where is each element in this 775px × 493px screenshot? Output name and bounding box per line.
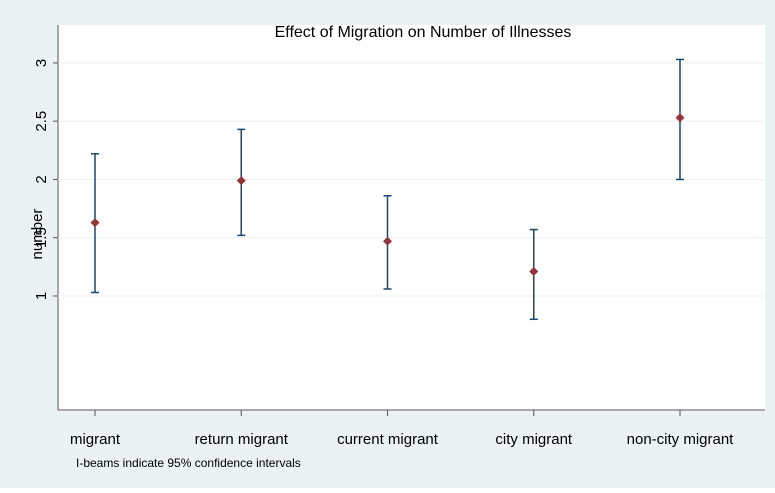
point — [90, 218, 100, 228]
y-tick-label: 2.5 — [33, 111, 50, 132]
plot-area — [58, 25, 765, 411]
y-tick-label: 3 — [33, 59, 50, 67]
y-tick-label: 1 — [33, 292, 50, 300]
point — [383, 236, 392, 246]
point — [236, 176, 246, 186]
chart-title: Effect of Migration on Number of Illness… — [275, 24, 572, 41]
x-tick-label: non-city migrant — [627, 431, 735, 448]
y-axis-label: number — [29, 209, 46, 260]
y-tick-label: 2 — [33, 175, 50, 183]
x-tick-label: return migrant — [195, 431, 289, 448]
x-tick-label: city migrant — [495, 431, 573, 448]
point — [529, 267, 539, 277]
x-tick-label: migrant — [70, 431, 121, 448]
y-tick-label: 1.5 — [33, 227, 50, 248]
point — [675, 113, 685, 123]
note: I-beams indicate 95% confidence interval… — [76, 456, 301, 470]
x-tick-label: current migrant — [337, 431, 439, 448]
